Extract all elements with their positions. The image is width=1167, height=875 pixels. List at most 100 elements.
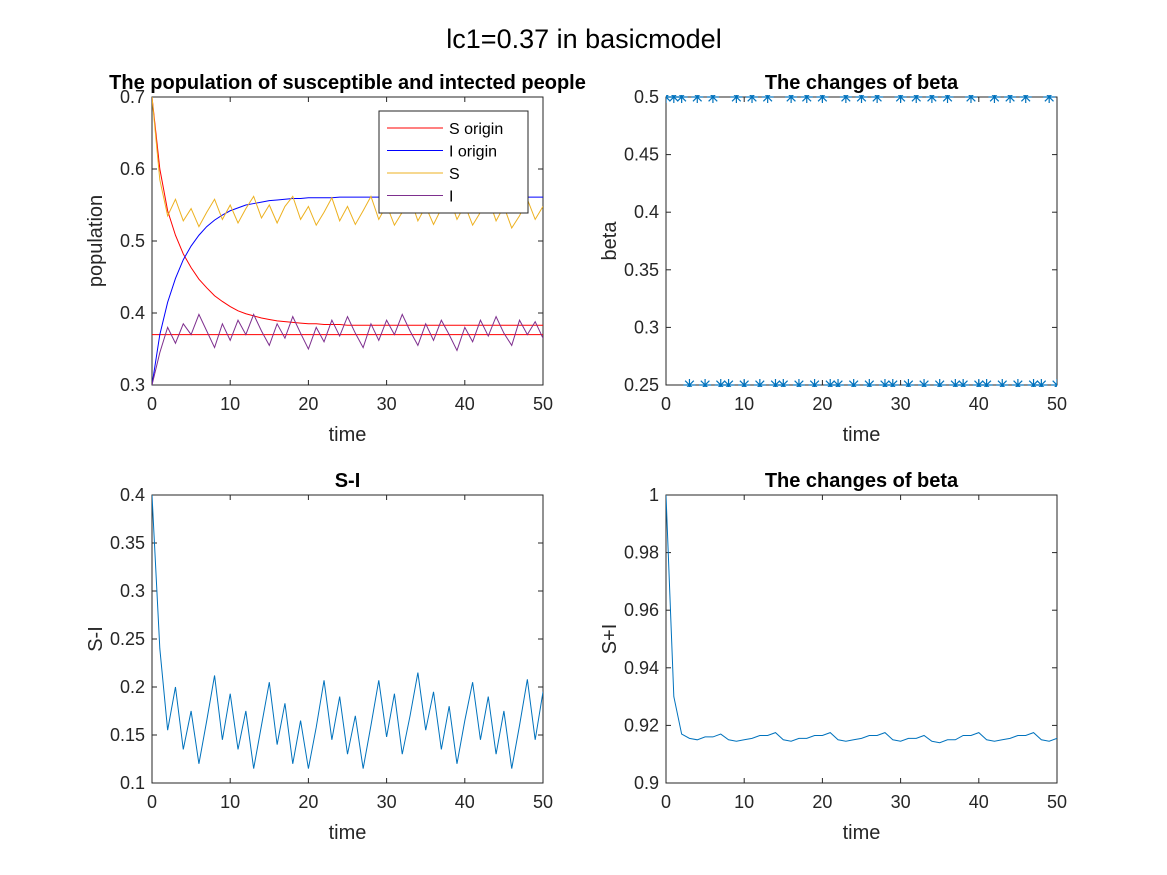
data-point-marker [738, 379, 751, 387]
data-point-marker [964, 95, 977, 103]
data-point-marker [683, 379, 696, 387]
y-tick-label: 0.1 [120, 773, 145, 793]
data-point-marker [746, 95, 759, 103]
data-point-marker [1051, 379, 1057, 387]
x-axis-label: time [843, 424, 881, 446]
data-point-marker [1019, 95, 1032, 103]
x-tick-label: 40 [455, 394, 475, 414]
x-tick-label: 40 [969, 394, 989, 414]
y-tick-label: 0.45 [624, 145, 659, 165]
data-point-marker [1011, 379, 1024, 387]
figure-title: lc1=0.37 in basicmodel [446, 24, 721, 54]
data-point-marker [761, 95, 774, 103]
y-tick-label: 0.2 [120, 677, 145, 697]
axes-frame [665, 494, 1058, 784]
data-point-marker [988, 95, 1001, 103]
y-axis-label: S-I [85, 626, 107, 652]
x-tick-label: 20 [812, 394, 832, 414]
data-point-marker [706, 95, 719, 103]
x-axis-label: time [329, 424, 367, 446]
y-tick-label: 0.5 [634, 87, 659, 107]
subplot-3: S-I 0 10 20 30 40 50 0.1 0.15 0.2 0.25 0.3 0.35 0.4 ti… [85, 470, 553, 844]
data-point-marker [1004, 95, 1017, 103]
legend-label: I [449, 189, 453, 206]
x-tick-label: 0 [661, 394, 671, 414]
y-axis-label: S+I [599, 624, 621, 655]
x-tick-label: 50 [1047, 792, 1067, 812]
y-tick-label: 0.25 [110, 629, 145, 649]
subplot-1: The population of susceptible and intect… [85, 72, 586, 446]
y-tick-label: 0.4 [120, 485, 145, 505]
y-tick-label: 0.9 [634, 773, 659, 793]
data-point-marker [910, 95, 923, 103]
subplot-4: The changes of beta 0 10 20 30 40 50 0.9 0.92 0.9… [599, 470, 1067, 844]
plot-title: The population of susceptible and intect… [109, 72, 586, 94]
data-point-marker [808, 379, 821, 387]
plot-area [666, 494, 1057, 744]
x-tick-label: 20 [298, 792, 318, 812]
series-line [152, 494, 543, 769]
x-tick-label: 20 [812, 792, 832, 812]
data-point-marker [941, 95, 954, 103]
series-line-s-origin [152, 96, 543, 326]
series-line-s [152, 96, 543, 230]
legend-label: S [449, 166, 460, 183]
plot-title: The changes of beta [765, 470, 959, 492]
axes-frame [665, 96, 1058, 386]
data-point-marker [691, 95, 704, 103]
x-tick-label: 10 [220, 394, 240, 414]
data-point-marker [863, 379, 876, 387]
x-axis-label: time [843, 822, 881, 844]
data-point-marker [855, 95, 868, 103]
y-tick-label: 0.25 [624, 375, 659, 395]
data-point-marker [777, 379, 790, 387]
data-point-marker [957, 379, 970, 387]
data-point-marker [980, 379, 993, 387]
x-tick-label: 30 [891, 792, 911, 812]
y-tick-label: 0.3 [120, 581, 145, 601]
x-tick-label: 10 [734, 792, 754, 812]
x-tick-label: 50 [533, 792, 553, 812]
x-tick-label: 20 [298, 394, 318, 414]
x-tick-label: 0 [661, 792, 671, 812]
x-tick-label: 50 [1047, 394, 1067, 414]
plot-area [666, 95, 1057, 387]
y-tick-label: 0.35 [624, 260, 659, 280]
data-point-marker [832, 379, 845, 387]
y-tick-label: 0.7 [120, 87, 145, 107]
data-point-marker [871, 95, 884, 103]
data-point-marker [847, 379, 860, 387]
data-point-marker [722, 379, 735, 387]
y-tick-label: 0.4 [634, 202, 659, 222]
y-tick-label: 0.96 [624, 600, 659, 620]
series-line-i [152, 313, 543, 386]
data-point-marker [753, 379, 766, 387]
data-point-marker [902, 379, 915, 387]
x-axis-label: time [329, 822, 367, 844]
x-tick-label: 50 [533, 394, 553, 414]
x-tick-label: 40 [455, 792, 475, 812]
data-point-marker [933, 379, 946, 387]
y-tick-label: 0.3 [634, 317, 659, 337]
legend-label: S origin [449, 121, 503, 138]
y-tick-label: 0.35 [110, 533, 145, 553]
y-tick-label: 0.4 [120, 303, 145, 323]
x-tick-label: 30 [377, 792, 397, 812]
axes-frame [151, 494, 544, 784]
x-tick-label: 10 [734, 394, 754, 414]
y-tick-label: 0.94 [624, 658, 659, 678]
y-tick-label: 0.98 [624, 543, 659, 563]
plot-area [152, 494, 543, 769]
data-point-marker [792, 379, 805, 387]
y-axis-label: beta [599, 221, 621, 261]
x-tick-label: 30 [377, 394, 397, 414]
legend: S origin I origin SI [378, 110, 529, 214]
data-point-marker [839, 95, 852, 103]
data-point-marker [886, 379, 899, 387]
x-tick-label: 0 [147, 792, 157, 812]
y-axis-label: population [85, 195, 107, 287]
data-point-marker [918, 379, 931, 387]
y-tick-label: 0.5 [120, 231, 145, 251]
series-line [666, 494, 1057, 744]
